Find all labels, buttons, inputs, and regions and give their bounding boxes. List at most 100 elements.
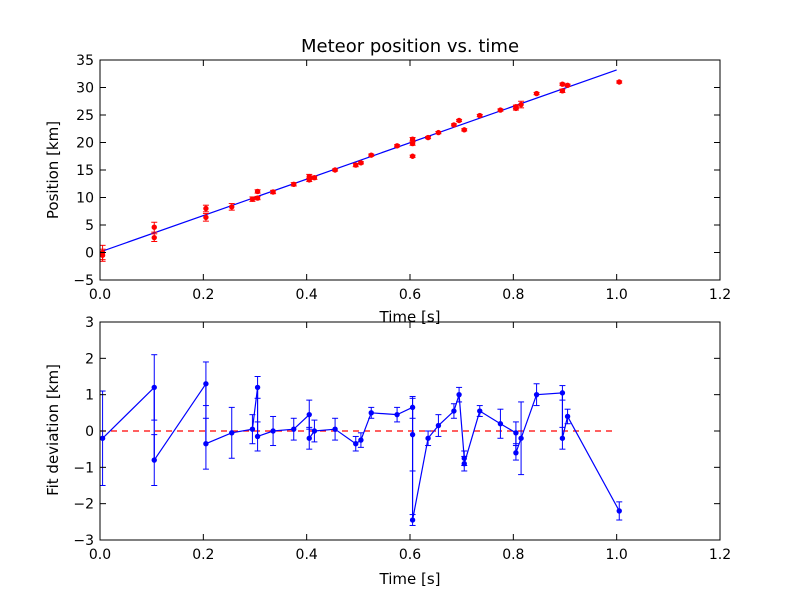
deviation-y-tick-label: 1 bbox=[85, 388, 94, 404]
deviation-chart-ticks: 0.0 0.2 0.4 0.6 0.8 1.0 1.2 −3 −2 −1 0 1 2 3 bbox=[73, 315, 731, 563]
position-point bbox=[518, 101, 524, 108]
deviation-x-tick-label: 1.0 bbox=[606, 547, 628, 563]
deviation-point bbox=[435, 422, 442, 429]
position-y-tick-label: 0 bbox=[85, 246, 94, 262]
deviation-point bbox=[518, 435, 524, 441]
deviation-point bbox=[461, 461, 467, 467]
deviation-chart-ylabel: Fit deviation [km] bbox=[44, 364, 62, 496]
deviation-x-tick-label: 0.8 bbox=[502, 547, 524, 563]
position-point bbox=[435, 129, 442, 136]
deviation-point bbox=[477, 408, 483, 414]
position-point bbox=[353, 162, 359, 168]
position-point bbox=[497, 107, 504, 113]
position-y-tick-label: 10 bbox=[76, 191, 94, 207]
position-point bbox=[151, 234, 157, 241]
deviation-point bbox=[353, 441, 359, 447]
deviation-point bbox=[513, 430, 519, 436]
deviation-point bbox=[425, 435, 431, 441]
deviation-chart: Time [s] Fit deviation [km] 0.0 0.2 0.4 0.6… bbox=[44, 315, 731, 588]
deviation-point bbox=[203, 381, 209, 387]
deviation-x-tick-label: 1.2 bbox=[709, 547, 731, 563]
position-x-tick-label: 0.6 bbox=[399, 287, 421, 303]
deviation-plot-area bbox=[100, 354, 623, 526]
deviation-point bbox=[270, 428, 276, 434]
deviation-point bbox=[451, 408, 457, 414]
position-x-tick-label: 1.2 bbox=[709, 287, 731, 303]
position-y-tick-label: 15 bbox=[76, 163, 94, 179]
position-point bbox=[151, 224, 157, 230]
position-point bbox=[461, 127, 467, 133]
deviation-point bbox=[151, 457, 157, 463]
deviation-point bbox=[616, 508, 622, 514]
deviation-y-tick-label: 2 bbox=[85, 351, 94, 367]
deviation-point bbox=[564, 413, 571, 420]
deviation-x-tick-label: 0.2 bbox=[192, 547, 214, 563]
deviation-y-tick-label: −2 bbox=[73, 497, 94, 513]
position-point bbox=[564, 82, 571, 89]
deviation-point bbox=[229, 430, 235, 436]
deviation-point bbox=[559, 390, 566, 396]
deviation-point bbox=[100, 435, 106, 441]
position-chart-ylabel: Position [km] bbox=[44, 121, 62, 219]
position-point bbox=[270, 189, 276, 195]
deviation-x-tick-label: 0.6 bbox=[399, 547, 421, 563]
position-x-tick-label: 0.0 bbox=[89, 287, 111, 303]
deviation-point bbox=[291, 426, 297, 432]
deviation-y-tick-label: −1 bbox=[73, 460, 94, 476]
deviation-x-tick-label: 0.0 bbox=[89, 547, 111, 563]
deviation-point bbox=[332, 426, 338, 432]
position-point bbox=[203, 214, 209, 221]
position-point bbox=[477, 112, 483, 119]
position-point bbox=[249, 196, 256, 202]
position-point bbox=[394, 143, 400, 149]
position-point bbox=[409, 153, 416, 159]
deviation-point bbox=[358, 437, 364, 443]
position-point bbox=[203, 205, 209, 212]
deviation-point bbox=[559, 435, 566, 441]
position-plot-area bbox=[100, 69, 623, 262]
position-y-tick-label: −5 bbox=[73, 273, 94, 289]
deviation-y-tick-label: 0 bbox=[85, 424, 94, 440]
deviation-y-tick-label: −3 bbox=[73, 533, 94, 549]
deviation-x-tick-label: 0.4 bbox=[296, 547, 318, 563]
deviation-point bbox=[151, 384, 157, 391]
position-point bbox=[456, 117, 462, 124]
position-chart-title: Meteor position vs. time bbox=[301, 36, 519, 57]
position-point bbox=[513, 104, 519, 110]
position-point bbox=[451, 122, 457, 128]
deviation-point bbox=[533, 391, 540, 398]
position-point bbox=[332, 167, 338, 173]
deviation-point bbox=[409, 431, 416, 438]
position-point bbox=[409, 140, 416, 147]
position-point bbox=[358, 160, 364, 166]
position-point bbox=[559, 88, 566, 94]
deviation-point bbox=[456, 391, 462, 398]
position-point bbox=[100, 252, 106, 258]
deviation-y-tick-label: 3 bbox=[85, 315, 94, 331]
deviation-point bbox=[497, 421, 504, 427]
deviation-point bbox=[203, 441, 209, 447]
deviation-chart-xlabel: Time [s] bbox=[379, 570, 441, 588]
position-chart-ticks: 0.0 0.2 0.4 0.6 0.8 1.0 1.2 −5 0 5 10 15 20 25 30 35 bbox=[73, 53, 731, 303]
deviation-point bbox=[409, 517, 416, 523]
deviation-chart-marks bbox=[100, 354, 623, 526]
deviation-point bbox=[254, 433, 261, 440]
position-x-tick-label: 0.8 bbox=[502, 287, 524, 303]
deviation-point bbox=[513, 450, 519, 456]
position-point bbox=[368, 152, 374, 158]
deviation-point bbox=[368, 410, 374, 416]
deviation-point bbox=[249, 426, 256, 432]
position-point bbox=[616, 79, 622, 85]
position-y-tick-label: 20 bbox=[76, 136, 94, 152]
position-x-tick-label: 0.4 bbox=[296, 287, 318, 303]
position-point bbox=[254, 188, 261, 195]
deviation-point bbox=[306, 435, 312, 441]
deviation-point bbox=[311, 428, 318, 434]
position-x-tick-label: 1.0 bbox=[606, 287, 628, 303]
position-point bbox=[254, 195, 261, 201]
position-point bbox=[306, 177, 312, 183]
fit-line bbox=[100, 69, 617, 253]
deviation-point bbox=[394, 411, 400, 418]
position-point bbox=[409, 136, 416, 142]
